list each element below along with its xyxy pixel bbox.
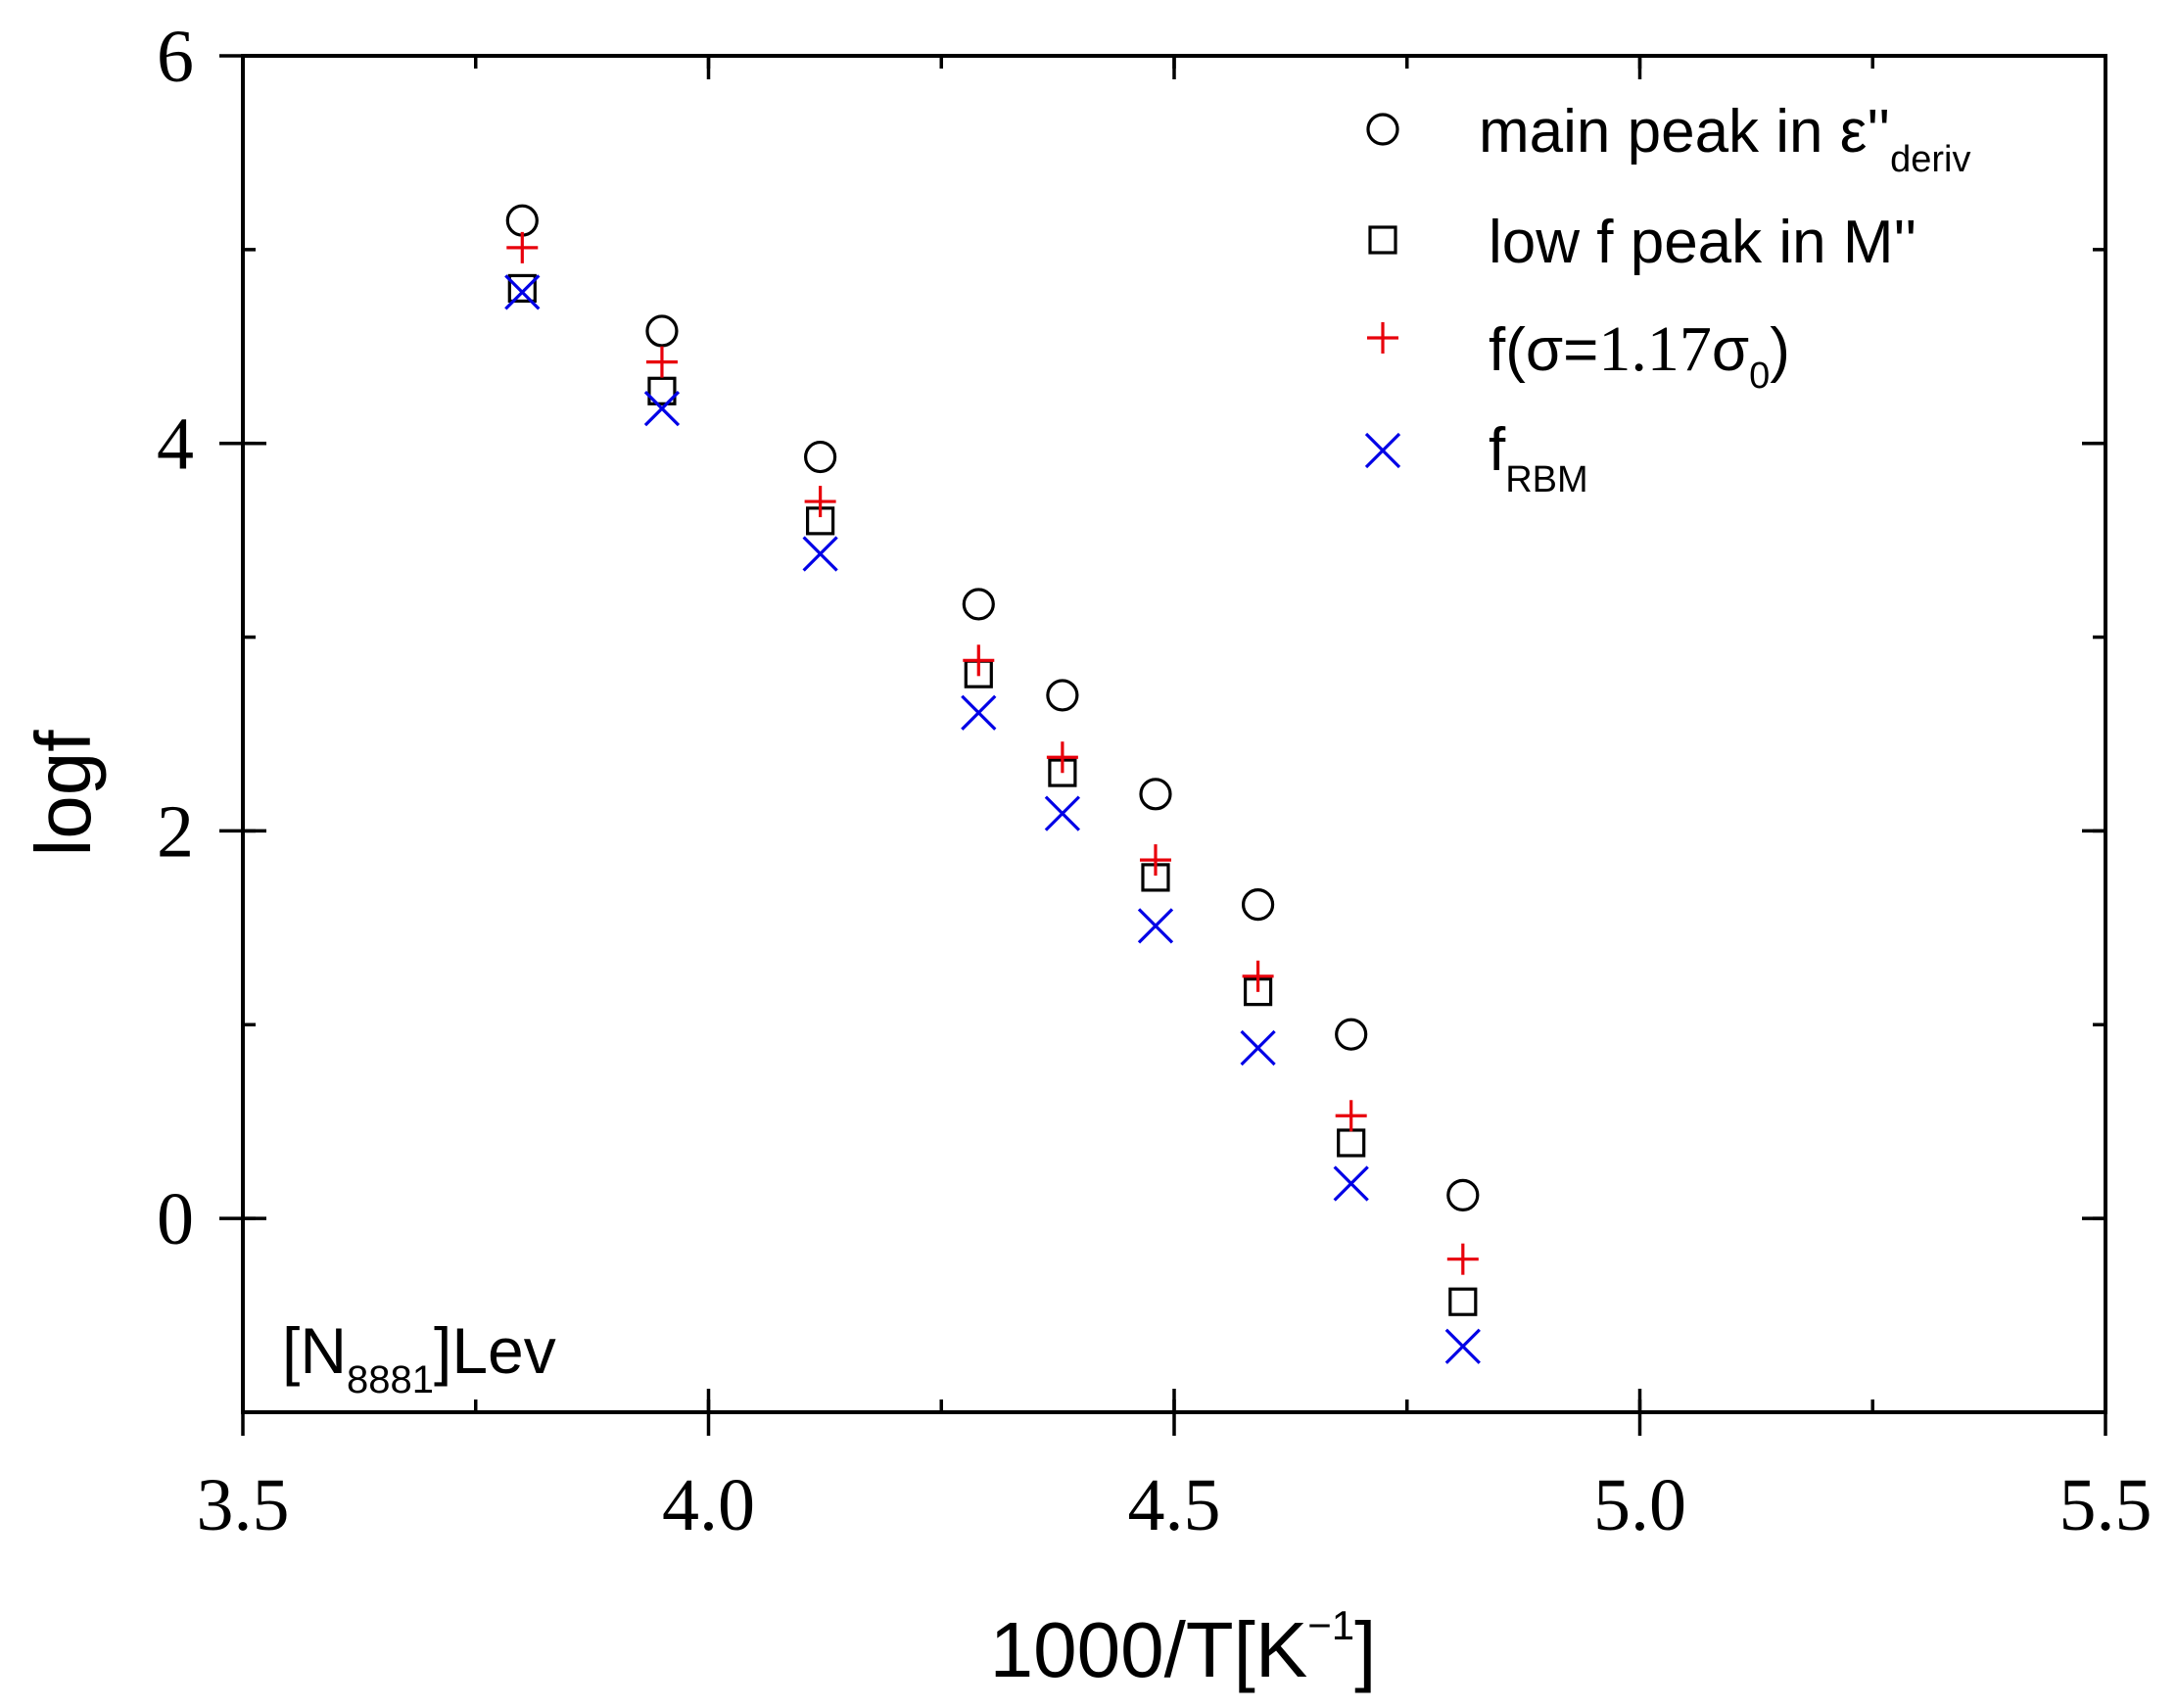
- x-axis-title: 1000/T[K−1]: [990, 1602, 1377, 1693]
- legend-label-main-peak-text: main peak in ε'': [1479, 98, 1890, 166]
- x-tick-label: 3.5: [197, 1464, 290, 1546]
- legend-marker-main-peak: [1366, 113, 1399, 146]
- point-f-rbm-b: [504, 274, 541, 310]
- sample-annotation-subscript: 8881: [347, 1358, 434, 1401]
- sample-annotation: [N8881]Lev: [282, 1314, 556, 1401]
- point-f-sigma: [1046, 741, 1078, 774]
- point-main-peak: [505, 204, 539, 237]
- point-f-sigma: [645, 346, 678, 378]
- sample-annotation-main: [N: [282, 1314, 347, 1387]
- point-f-rbm: [802, 536, 838, 572]
- point-main-peak: [1046, 679, 1079, 712]
- point-f-sigma: [1139, 844, 1171, 877]
- point-f-rbm: [504, 274, 541, 310]
- point-f-rbm-b: [643, 390, 681, 427]
- point-f-rbm: [1044, 795, 1081, 831]
- point-f-rbm: [643, 390, 681, 427]
- legend-marker-f-sigma: [1367, 322, 1398, 354]
- point-f-sigma: [1242, 960, 1274, 992]
- legend-label-f-sigma-subscript: 0: [1749, 356, 1770, 397]
- legend-marker-f-rbm-b: [1364, 432, 1401, 469]
- y-axis-title: logf: [20, 730, 107, 857]
- legend-marker-low-f-peak: [1368, 225, 1397, 255]
- data-marks-group: [504, 204, 1481, 1364]
- point-f-sigma: [1446, 1243, 1479, 1275]
- x-tick-label: 4.0: [662, 1464, 755, 1546]
- point-f-sigma: [1335, 1100, 1367, 1132]
- legend-label-f-rbm-text: f: [1489, 416, 1506, 484]
- legend-label-f-sigma-number: 1.17: [1598, 313, 1712, 385]
- series-f-sigma: [506, 231, 1479, 1275]
- point-low-f-peak: [1337, 1128, 1366, 1158]
- legend: main peak in ε''deriv low f peak in M'' …: [1364, 98, 1970, 500]
- point-f-sigma: [804, 486, 836, 518]
- x-tick-label: 5.0: [1593, 1464, 1686, 1546]
- axes-frame-group: 3.5 4.0 4.5 5.0 5.5 0 2 4 6: [157, 16, 2152, 1546]
- legend-label-f-sigma: f(σ=1.17σ0): [1489, 313, 1790, 397]
- point-f-rbm-b: [802, 536, 838, 572]
- point-f-rbm: [1240, 1029, 1276, 1067]
- x-axis-title-main: 1000/T[K: [990, 1606, 1308, 1693]
- legend-markers: [1364, 113, 1401, 469]
- point-f-rbm-b: [961, 694, 997, 731]
- point-main-peak: [1335, 1018, 1368, 1051]
- point-main-peak: [1446, 1178, 1480, 1212]
- legend-label-f-rbm: fRBM: [1489, 416, 1588, 500]
- legend-label-f-sigma-post: ): [1770, 316, 1790, 384]
- point-low-f-peak: [647, 376, 677, 405]
- point-main-peak: [962, 588, 995, 621]
- point-f-sigma: [963, 644, 995, 677]
- x-tick-label: 5.5: [2059, 1464, 2152, 1546]
- point-main-peak: [1139, 778, 1172, 811]
- point-f-rbm: [1137, 908, 1174, 944]
- y-tick-label: 6: [157, 16, 194, 98]
- legend-label-f-sigma-pre: f(σ=: [1489, 316, 1598, 384]
- point-f-rbm-b: [1044, 795, 1081, 831]
- legend-label-main-peak: main peak in ε''deriv: [1479, 98, 1970, 180]
- point-main-peak: [645, 314, 679, 348]
- point-main-peak: [804, 440, 837, 474]
- legend-marker-f-rbm: [1364, 432, 1401, 469]
- point-low-f-peak: [1448, 1287, 1478, 1316]
- y-tick-label: 0: [157, 1178, 194, 1260]
- point-f-rbm-b: [1333, 1165, 1369, 1202]
- y-tick-label: 4: [157, 403, 194, 486]
- x-axis-title-exponent: −1: [1307, 1602, 1354, 1648]
- legend-label-main-peak-subscript: deriv: [1890, 139, 1970, 180]
- point-f-sigma: [506, 231, 539, 263]
- point-f-rbm: [1444, 1328, 1481, 1364]
- point-f-rbm-b: [1137, 908, 1174, 944]
- point-f-rbm-b: [1240, 1029, 1276, 1067]
- y-tick-label: 2: [157, 790, 194, 873]
- series-main-peak: [505, 204, 1480, 1212]
- series-low-f-peak: [507, 273, 1478, 1316]
- legend-label-low-f-peak: low f peak in M'': [1489, 209, 1916, 276]
- x-axis-title-close: ]: [1354, 1606, 1376, 1693]
- series-f-rbm: [504, 274, 1481, 1364]
- point-f-rbm: [1333, 1165, 1369, 1202]
- point-main-peak: [1241, 888, 1275, 922]
- point-f-rbm-b: [1444, 1328, 1481, 1364]
- legend-label-f-rbm-subscript: RBM: [1505, 459, 1587, 500]
- point-low-f-peak: [507, 273, 537, 304]
- x-tick-label: 4.5: [1128, 1464, 1221, 1546]
- legend-label-f-sigma-sigma: σ: [1712, 316, 1749, 384]
- sample-annotation-tail: ]Lev: [434, 1314, 556, 1387]
- point-f-rbm: [961, 694, 997, 731]
